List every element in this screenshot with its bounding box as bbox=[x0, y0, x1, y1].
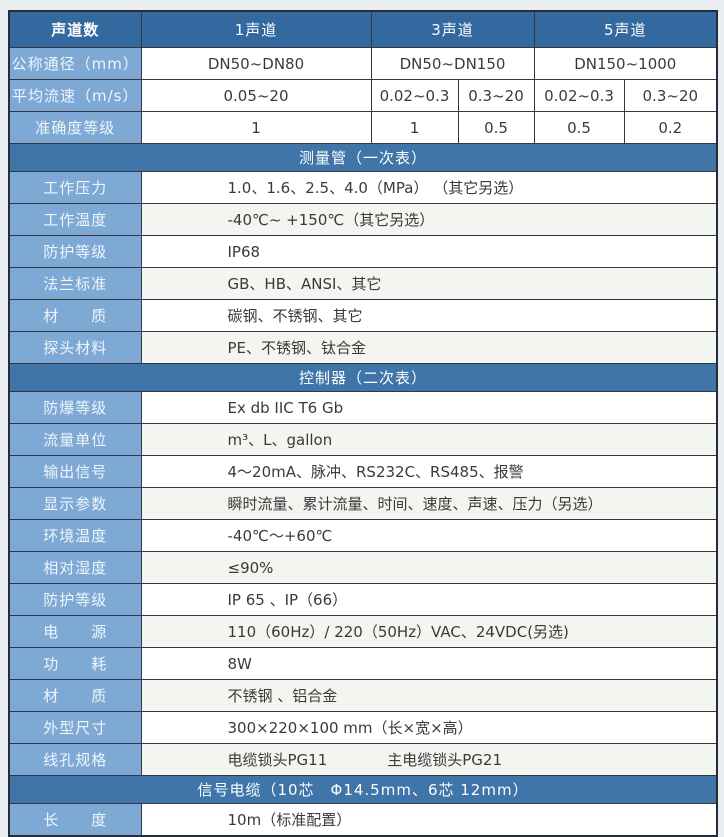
table-row: 显示参数 瞬时流量、累计流量、时间、速度、声速、压力（另选） bbox=[8, 487, 718, 520]
row-label: 公称通径（mm） bbox=[8, 47, 142, 80]
row-label: 平均流速（m/s） bbox=[8, 79, 142, 112]
accuracy-row: 准确度等级 1 1 0.5 0.5 0.2 bbox=[8, 111, 718, 144]
velocity-ch3-high: 0.3~20 bbox=[457, 79, 535, 112]
table-row: 工作压力 1.0、1.6、2.5、4.0（MPa） （其它另选） bbox=[8, 171, 718, 204]
spec-table: 声道数 1声道 3声道 5声道 公称通径（mm） DN50~DN80 DN50~… bbox=[8, 10, 719, 837]
accuracy-ch1: 1 bbox=[140, 111, 372, 144]
accuracy-ch5-high: 0.2 bbox=[623, 111, 718, 144]
row-label: 输出信号 bbox=[8, 455, 142, 488]
diameter-ch5: DN150~1000 bbox=[533, 47, 718, 80]
row-value: 300×220×100 mm（长×宽×高） bbox=[140, 711, 718, 744]
table-row: 法兰标准 GB、HB、ANSI、其它 bbox=[8, 267, 718, 300]
row-value: 110（60Hz）/ 220（50Hz）VAC、24VDC(另选) bbox=[140, 615, 718, 648]
row-label: 流量单位 bbox=[8, 423, 142, 456]
row-label: 环境温度 bbox=[8, 519, 142, 552]
row-value: 瞬时流量、累计流量、时间、速度、声速、压力（另选） bbox=[140, 487, 718, 520]
row-label: 准确度等级 bbox=[8, 111, 142, 144]
accuracy-ch5-low: 0.5 bbox=[533, 111, 625, 144]
diameter-row: 公称通径（mm） DN50~DN80 DN50~DN150 DN150~1000 bbox=[8, 47, 718, 80]
velocity-ch3-low: 0.02~0.3 bbox=[370, 79, 459, 112]
row-label: 防护等级 bbox=[8, 583, 142, 616]
table-row: 环境温度 -40℃～+60℃ bbox=[8, 519, 718, 552]
table-row: 防爆等级 Ex db IIC T6 Gb bbox=[8, 391, 718, 424]
row-value: PE、不锈钢、钛合金 bbox=[140, 331, 718, 364]
row-label: 材 质 bbox=[8, 299, 142, 332]
row-label: 材 质 bbox=[8, 679, 142, 712]
table-row: 线孔规格 电缆锁头PG11 主电缆锁头PG21 bbox=[8, 743, 718, 776]
row-value: 4～20mA、脉冲、RS232C、RS485、报警 bbox=[140, 455, 718, 488]
accuracy-ch3-low: 1 bbox=[370, 111, 459, 144]
row-value: 电缆锁头PG11 主电缆锁头PG21 bbox=[140, 743, 718, 776]
section-header-row: 测量管（一次表） bbox=[8, 143, 718, 172]
row-value: 1.0、1.6、2.5、4.0（MPa） （其它另选） bbox=[140, 171, 718, 204]
table-row: 工作温度 -40℃~ +150℃（其它另选） bbox=[8, 203, 718, 236]
table-row: 外型尺寸 300×220×100 mm（长×宽×高） bbox=[8, 711, 718, 744]
row-value: GB、HB、ANSI、其它 bbox=[140, 267, 718, 300]
table-row: 材 质 碳钢、不锈钢、其它 bbox=[8, 299, 718, 332]
channel-1-header: 1声道 bbox=[140, 10, 372, 48]
table-row: 电 源 110（60Hz）/ 220（50Hz）VAC、24VDC(另选) bbox=[8, 615, 718, 648]
row-value: IP68 bbox=[140, 235, 718, 268]
row-label: 显示参数 bbox=[8, 487, 142, 520]
row-label: 防护等级 bbox=[8, 235, 142, 268]
channel-header-row: 声道数 1声道 3声道 5声道 bbox=[8, 10, 718, 48]
section-title-signal-cable: 信号电缆（10芯 Φ14.5mm、6芯 12mm） bbox=[8, 775, 718, 804]
row-label: 法兰标准 bbox=[8, 267, 142, 300]
row-value: 8W bbox=[140, 647, 718, 680]
channel-count-header: 声道数 bbox=[8, 10, 142, 48]
accuracy-ch3-high: 0.5 bbox=[457, 111, 535, 144]
velocity-ch1: 0.05~20 bbox=[140, 79, 372, 112]
channel-5-header: 5声道 bbox=[533, 10, 718, 48]
row-label: 工作压力 bbox=[8, 171, 142, 204]
table-row: 输出信号 4～20mA、脉冲、RS232C、RS485、报警 bbox=[8, 455, 718, 488]
table-row: 探头材料 PE、不锈钢、钛合金 bbox=[8, 331, 718, 364]
row-label: 外型尺寸 bbox=[8, 711, 142, 744]
row-label: 工作温度 bbox=[8, 203, 142, 236]
row-value: IP 65 、IP（66） bbox=[140, 583, 718, 616]
velocity-row: 平均流速（m/s） 0.05~20 0.02~0.3 0.3~20 0.02~0… bbox=[8, 79, 718, 112]
section-title-measuring-pipe: 测量管（一次表） bbox=[8, 143, 718, 172]
section-title-controller: 控制器（二次表） bbox=[8, 363, 718, 392]
row-value: ≤90% bbox=[140, 551, 718, 584]
velocity-ch5-high: 0.3~20 bbox=[623, 79, 718, 112]
section-header-row: 控制器（二次表） bbox=[8, 363, 718, 392]
row-value: -40℃~ +150℃（其它另选） bbox=[140, 203, 718, 236]
table-row: 材 质 不锈钢 、铝合金 bbox=[8, 679, 718, 712]
diameter-ch1: DN50~DN80 bbox=[140, 47, 372, 80]
row-value: 碳钢、不锈钢、其它 bbox=[140, 299, 718, 332]
row-label: 电 源 bbox=[8, 615, 142, 648]
row-value: m³、L、gallon bbox=[140, 423, 718, 456]
row-value: -40℃～+60℃ bbox=[140, 519, 718, 552]
row-value: Ex db IIC T6 Gb bbox=[140, 391, 718, 424]
section-header-row: 信号电缆（10芯 Φ14.5mm、6芯 12mm） bbox=[8, 775, 718, 804]
table-row: 防护等级 IP 65 、IP（66） bbox=[8, 583, 718, 616]
row-value: 不锈钢 、铝合金 bbox=[140, 679, 718, 712]
row-label: 防爆等级 bbox=[8, 391, 142, 424]
row-label: 探头材料 bbox=[8, 331, 142, 364]
table-row: 功 耗 8W bbox=[8, 647, 718, 680]
diameter-ch3: DN50~DN150 bbox=[370, 47, 535, 80]
table-row: 流量单位 m³、L、gallon bbox=[8, 423, 718, 456]
row-label: 相对湿度 bbox=[8, 551, 142, 584]
velocity-ch5-low: 0.02~0.3 bbox=[533, 79, 625, 112]
row-label: 线孔规格 bbox=[8, 743, 142, 776]
row-label: 功 耗 bbox=[8, 647, 142, 680]
table-row: 防护等级 IP68 bbox=[8, 235, 718, 268]
table-row: 相对湿度 ≤90% bbox=[8, 551, 718, 584]
channel-3-header: 3声道 bbox=[370, 10, 535, 48]
